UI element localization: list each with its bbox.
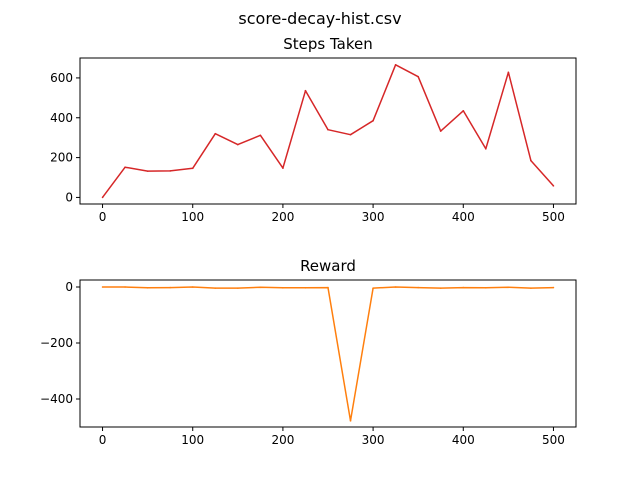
steps-data-point xyxy=(417,75,419,78)
steps-y-tick-label: 400 xyxy=(50,111,73,125)
steps-x-tick-label: 500 xyxy=(542,210,565,224)
steps-x-tick-label: 100 xyxy=(181,210,204,224)
reward-data-point xyxy=(552,286,555,289)
reward-data-point xyxy=(439,287,442,289)
steps-data-point xyxy=(237,143,239,146)
steps-x-tick-label: 200 xyxy=(271,210,294,224)
reward-data-point xyxy=(349,420,352,422)
reward-y-tick-label: 0 xyxy=(65,280,73,294)
steps-data-point xyxy=(146,170,149,172)
steps-data-point xyxy=(507,71,510,74)
reward-data-point xyxy=(417,286,419,289)
reward-data-point xyxy=(191,286,194,288)
steps-data-point xyxy=(462,109,465,112)
reward-data-point xyxy=(259,286,262,289)
figure-title: score-decay-hist.csv xyxy=(238,9,401,28)
reward-chart-frame xyxy=(79,279,577,428)
reward-data-point xyxy=(237,287,239,289)
steps-x-tick-label: 400 xyxy=(452,210,475,224)
steps-x-tick-label: 300 xyxy=(362,210,385,224)
steps-data-point xyxy=(191,167,194,170)
reward-chart-title: Reward xyxy=(300,257,356,275)
steps-x-tick-label: 0 xyxy=(99,210,107,224)
steps-data-point xyxy=(372,119,374,122)
steps-data-point xyxy=(394,63,397,66)
reward-data-point xyxy=(101,286,104,288)
steps-data-point xyxy=(101,196,104,199)
steps-y-tick-label: 600 xyxy=(50,71,73,85)
reward-data-point xyxy=(530,287,532,289)
reward-x-tick-label: 0 xyxy=(99,433,107,447)
steps-data-point xyxy=(259,134,262,137)
reward-y-tick-label: −400 xyxy=(40,392,73,406)
steps-data-point xyxy=(327,128,329,131)
reward-data-point xyxy=(327,286,329,289)
reward-data-point xyxy=(485,287,487,289)
steps-data-point xyxy=(552,185,555,187)
reward-x-tick-label: 300 xyxy=(362,433,385,447)
reward-x-tick-label: 500 xyxy=(542,433,565,447)
reward-data-point xyxy=(304,287,307,289)
steps-data-point xyxy=(169,170,171,172)
reward-x-tick-label: 200 xyxy=(271,433,294,447)
reward-data-point xyxy=(169,286,171,289)
reward-data-point xyxy=(124,286,126,288)
steps-y-tick-label: 0 xyxy=(65,190,73,204)
steps-data-point xyxy=(124,166,126,168)
reward-data-point xyxy=(462,286,465,289)
steps-data-point xyxy=(530,159,532,162)
steps-data-point xyxy=(485,148,487,150)
steps-taken-chart: Steps Taken 0 100 200 300 400 500 0 200 400 600 xyxy=(50,35,577,224)
reward-data-point xyxy=(372,287,374,289)
steps-y-tick-label: 200 xyxy=(50,151,73,165)
steps-taken-chart-title: Steps Taken xyxy=(283,35,373,53)
reward-y-tick-label: −200 xyxy=(40,336,73,350)
reward-data-point xyxy=(394,286,397,288)
steps-data-point xyxy=(282,167,284,169)
steps-data-point xyxy=(214,132,217,135)
reward-x-tick-label: 100 xyxy=(181,433,204,447)
reward-data-point xyxy=(507,286,510,289)
reward-data-point xyxy=(282,287,284,289)
steps-taken-chart-frame xyxy=(79,57,577,205)
steps-data-point xyxy=(439,130,442,132)
reward-data-point xyxy=(214,287,217,289)
reward-x-tick-label: 400 xyxy=(452,433,475,447)
reward-chart: Reward 0 100 200 300 400 500 0 −200 −400 xyxy=(40,257,577,447)
reward-data-point xyxy=(146,287,149,289)
steps-data-point xyxy=(349,133,352,136)
steps-data-point xyxy=(304,89,307,92)
